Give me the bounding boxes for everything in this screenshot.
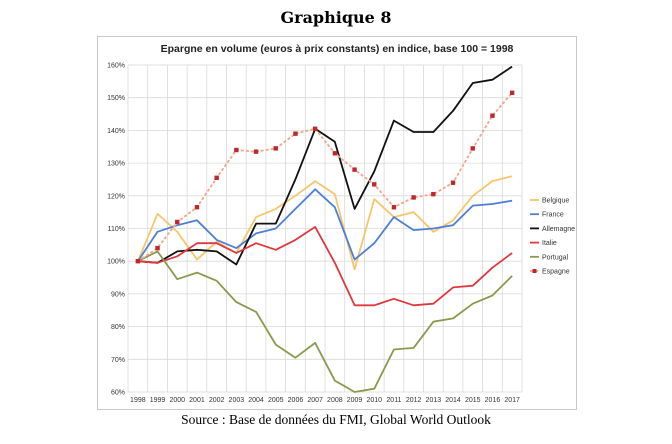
- series-lines: [135, 65, 515, 393]
- series-line: [137, 92, 513, 262]
- gridlines: [127, 64, 523, 393]
- data-point: [372, 182, 377, 187]
- x-tick-label: 2006: [288, 397, 304, 404]
- x-tick-label: 2016: [485, 397, 501, 404]
- series-line: [137, 65, 513, 266]
- legend-item: France: [530, 212, 564, 219]
- y-axis: 60% 70% 80% 90% 100% 110% 120% 130% 140% 150% 160%: [107, 63, 125, 397]
- y-tick-label: 120%: [107, 193, 125, 200]
- data-point: [155, 245, 160, 251]
- data-point: [352, 167, 357, 172]
- data-point: [490, 113, 495, 118]
- y-tick-label: 160%: [107, 63, 125, 70]
- chart-frame: Epargne en volume (euros à prix constant…: [97, 36, 577, 410]
- line-chart: Epargne en volume (euros à prix constant…: [107, 43, 575, 404]
- data-point: [194, 205, 200, 210]
- series-line: [137, 175, 513, 271]
- data-point: [431, 191, 436, 197]
- data-point: [411, 195, 416, 200]
- legend-item: Espagne: [530, 269, 570, 276]
- figure-source: Source : Base de données du FMI, Global …: [181, 412, 491, 427]
- y-tick-label: 130%: [107, 161, 125, 168]
- data-point: [175, 219, 180, 225]
- y-tick-label: 100%: [107, 259, 125, 266]
- x-tick-label: 2002: [209, 397, 225, 404]
- x-tick-label: 2013: [426, 397, 442, 404]
- data-point: [470, 146, 475, 151]
- x-tick-label: 2010: [366, 397, 382, 404]
- legend-item: Italie: [530, 240, 557, 247]
- data-point: [391, 205, 397, 210]
- data-point: [253, 149, 259, 154]
- legend-label: France: [542, 212, 564, 219]
- x-tick-label: 2005: [268, 397, 284, 404]
- x-tick-label: 1999: [150, 397, 166, 404]
- data-point: [273, 146, 278, 151]
- x-tick-label: 2012: [406, 397, 422, 404]
- series-italie: [137, 225, 513, 307]
- series-portugal: [137, 250, 513, 393]
- chart-title: Epargne en volume (euros à prix constant…: [161, 43, 514, 55]
- series-belgique: [137, 175, 513, 271]
- x-tick-label: 2000: [169, 397, 185, 404]
- x-tick-label: 2011: [386, 397, 401, 404]
- y-tick-label: 90%: [111, 291, 125, 298]
- legend-label: Italie: [542, 240, 557, 247]
- y-tick-label: 70%: [111, 357, 125, 364]
- legend-item: Belgique: [530, 198, 569, 205]
- legend-label: Belgique: [542, 198, 569, 205]
- legend: Belgique France Allemagne Italie Portugal Esp…: [530, 198, 575, 276]
- x-axis: 1998 1999 2000 2001 2002 2003 2004 2005 2006 2007…: [130, 397, 520, 404]
- x-tick-label: 1998: [130, 397, 146, 404]
- legend-label: Allemagne: [542, 226, 575, 233]
- x-tick-label: 2004: [248, 397, 264, 404]
- series-line: [137, 188, 513, 262]
- y-tick-label: 110%: [108, 226, 125, 233]
- y-tick-label: 80%: [111, 324, 125, 331]
- series-allemagne: [137, 65, 513, 266]
- data-point: [234, 147, 239, 153]
- x-tick-label: 2014: [445, 397, 461, 404]
- legend-label: Portugal: [542, 254, 569, 261]
- x-tick-label: 2015: [465, 397, 481, 404]
- legend-item: Portugal: [530, 254, 569, 261]
- y-tick-label: 150%: [107, 95, 125, 102]
- data-point: [312, 126, 318, 131]
- series-espagne: [135, 90, 515, 264]
- x-tick-label: 2003: [229, 397, 245, 404]
- data-point: [293, 131, 298, 136]
- data-point: [450, 180, 456, 185]
- legend-marker: [532, 269, 537, 273]
- data-point: [135, 259, 141, 264]
- legend-label: Espagne: [542, 269, 570, 276]
- y-tick-label: 60%: [111, 390, 125, 397]
- y-tick-label: 140%: [107, 128, 125, 135]
- x-tick-label: 2009: [347, 397, 363, 404]
- legend-item: Allemagne: [530, 226, 575, 233]
- data-point: [509, 90, 515, 95]
- figure-heading: Graphique 8: [280, 8, 392, 27]
- data-point: [332, 151, 338, 156]
- series-france: [137, 188, 513, 262]
- x-tick-label: 2007: [307, 397, 323, 404]
- series-line: [137, 225, 513, 307]
- data-point: [214, 175, 219, 181]
- x-tick-label: 2017: [504, 397, 520, 404]
- x-tick-label: 2008: [327, 397, 343, 404]
- x-tick-label: 2001: [189, 397, 205, 404]
- series-line: [137, 250, 513, 393]
